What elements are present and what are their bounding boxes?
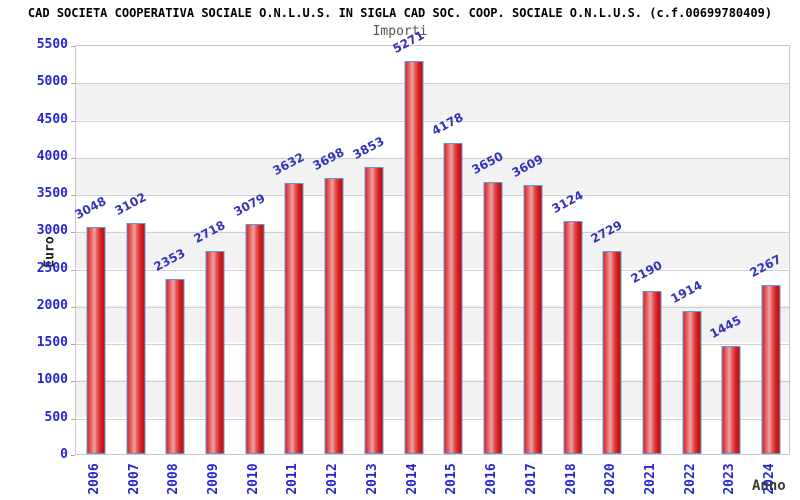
y-tick-mark [71, 344, 75, 346]
bar-value-label: 2718 [191, 218, 228, 247]
x-tick-label: 2006 [86, 463, 102, 495]
bar-2018 [563, 221, 583, 454]
bar-2023 [721, 346, 741, 454]
y-tick-label: 2500 [36, 260, 68, 276]
bar-2011 [284, 183, 304, 454]
y-tick-label: 4500 [36, 111, 68, 127]
bar-value-label: 2190 [628, 257, 665, 286]
gridline [76, 418, 789, 420]
x-tick-label: 2021 [642, 463, 658, 495]
x-tick-label: 2011 [285, 463, 301, 495]
x-tick-label: 2014 [404, 463, 420, 495]
x-tick-label: 2020 [603, 463, 619, 495]
gridline [76, 269, 789, 271]
gridline [76, 83, 789, 85]
bar-2014 [404, 61, 424, 454]
x-tick-label: 2016 [484, 463, 500, 495]
plot-area: 3048 3102 2353 2718 3079 3632 3698 3853 5271 4178… [71, 28, 790, 456]
bar-value-label: 3048 [72, 193, 109, 222]
y-axis-tick-labels: 0 500 1000 1500 2000 2500 3000 3500 4000 4500 5000… [0, 37, 68, 462]
gridline [76, 232, 789, 234]
y-tick-mark [71, 418, 75, 420]
x-tick-label: 2022 [682, 463, 698, 495]
y-tick-label: 3500 [36, 186, 68, 202]
x-tick-label: 2013 [364, 463, 380, 495]
bar-2020 [602, 250, 622, 454]
y-tick-mark [71, 83, 75, 85]
bar-2013 [364, 166, 384, 454]
chart-title: CAD SOCIETA COOPERATIVA SOCIALE O.N.L.U.… [27, 6, 773, 20]
bar-value-label: 3124 [548, 188, 586, 217]
x-tick-label: 2015 [444, 463, 460, 495]
x-tick-label: 2023 [722, 463, 738, 495]
x-tick-label: 2009 [206, 463, 222, 495]
bar-2009 [205, 251, 225, 454]
x-tick-label: 2017 [523, 463, 539, 495]
bar-value-label: 4178 [429, 109, 466, 138]
x-tick-label: 2012 [325, 463, 341, 495]
gridline [76, 157, 789, 159]
bar-2010 [245, 224, 265, 454]
gridline [76, 344, 789, 346]
y-tick-mark [71, 381, 75, 383]
bar-2008 [165, 278, 185, 454]
chart-subtitle: Importi [372, 24, 428, 39]
y-tick-mark [71, 157, 75, 159]
gridline [76, 195, 789, 197]
y-tick-mark [71, 232, 75, 234]
y-tick-mark [71, 120, 75, 122]
gridline [76, 120, 789, 122]
bar-2006 [86, 226, 106, 454]
bar-2016 [483, 181, 503, 454]
bar-value-label: 2729 [588, 217, 625, 246]
bar-value-label: 3698 [310, 145, 347, 174]
y-tick-label: 500 [44, 409, 68, 425]
bar-value-label: 3632 [270, 150, 307, 179]
x-tick-label: 2008 [166, 463, 182, 495]
bar-value-label: 2267 [747, 251, 784, 281]
y-tick-mark [71, 46, 75, 47]
x-axis-title: Anno [752, 478, 786, 494]
bar-value-label: 1914 [668, 278, 705, 307]
y-tick-label: 2000 [36, 297, 68, 313]
bar-value-label: 3650 [469, 148, 506, 177]
x-tick-label: 2007 [126, 463, 142, 495]
bar-value-label: 1445 [707, 313, 744, 342]
y-tick-mark [71, 269, 75, 271]
y-tick-mark [71, 306, 75, 308]
bar-2012 [324, 178, 344, 454]
y-tick-label: 5500 [36, 37, 68, 52]
gridline [76, 381, 789, 383]
bar-2021 [642, 290, 662, 454]
y-tick-label: 3000 [36, 223, 68, 239]
y-tick-label: 1000 [36, 372, 68, 388]
bar-2007 [126, 222, 146, 454]
x-tick-label: 2010 [245, 463, 261, 495]
y-tick-label: 0 [60, 447, 68, 462]
x-tick-label: 2018 [563, 463, 579, 495]
y-tick-label: 1500 [36, 335, 68, 351]
bar-2024 [761, 285, 781, 454]
bar-2022 [682, 311, 702, 454]
y-tick-label: 4000 [36, 148, 68, 164]
y-tick-mark [71, 455, 75, 456]
bar-value-label: 3079 [231, 191, 268, 220]
y-tick-mark [71, 195, 75, 197]
gridline [76, 306, 789, 308]
bar-2015 [443, 142, 463, 454]
y-tick-label: 5000 [36, 74, 68, 90]
x-axis-tick-labels: 2006 2007 2008 2009 2010 2011 2012 2013 2014 2015… [75, 458, 790, 500]
bar-2017 [523, 184, 543, 454]
